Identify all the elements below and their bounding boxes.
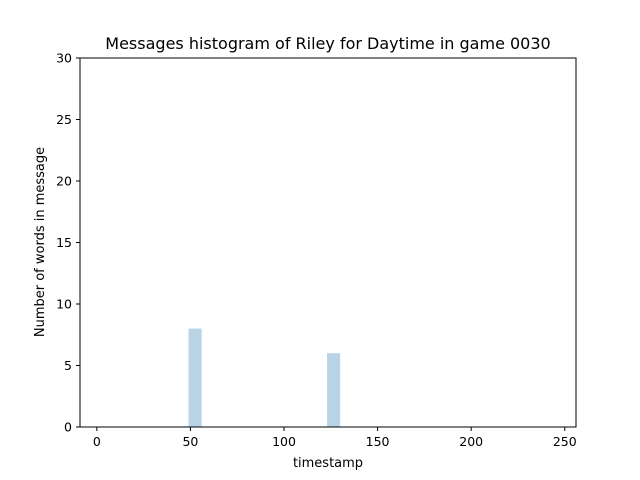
x-tick-label: 200	[459, 434, 483, 449]
y-tick-label: 25	[56, 112, 72, 127]
x-tick-label: 100	[272, 434, 296, 449]
y-tick-label: 15	[56, 235, 72, 250]
x-tick-label: 150	[366, 434, 390, 449]
y-tick-label: 10	[56, 297, 72, 312]
plot-area	[79, 57, 577, 428]
bar-1	[327, 353, 341, 427]
x-axis-label: timestamp	[293, 456, 363, 471]
bars	[188, 328, 341, 427]
y-tick-label: 20	[56, 174, 72, 189]
bar-0	[188, 328, 202, 427]
y-tick-label: 30	[56, 51, 72, 66]
x-tick-label: 50	[182, 434, 198, 449]
chart-title: Messages histogram of Riley for Daytime …	[105, 34, 550, 53]
y-tick-label: 5	[64, 358, 72, 373]
y-tick-label: 0	[64, 420, 72, 435]
y-axis: 0 5 10 15 20 25 30	[56, 51, 80, 435]
y-axis-label: Number of words in message	[33, 147, 48, 337]
x-axis: 0 50 100 150 200 250	[93, 427, 577, 449]
x-tick-label: 250	[553, 434, 577, 449]
x-tick-label: 0	[93, 434, 101, 449]
